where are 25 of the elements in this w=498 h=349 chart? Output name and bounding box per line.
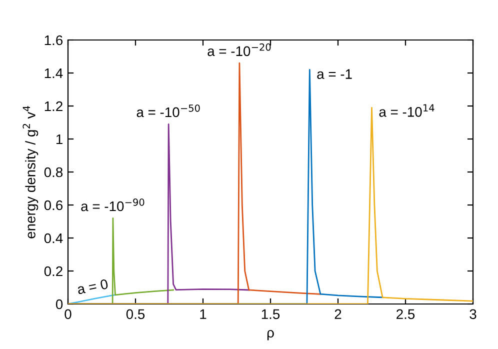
series-label: a = -10$^{14}$: [379, 104, 434, 117]
y-tick-label: 1.2: [44, 101, 62, 112]
y-tick-label: 0.8: [44, 167, 63, 178]
series-label: a = -10$^{−90}$: [81, 198, 144, 212]
x-axis-title: ρ: [267, 330, 274, 340]
x-tick-label: 3: [470, 309, 476, 320]
y-tick-label: 0.4: [44, 233, 63, 244]
y-axis-title: energy density / g$^{2}$ v$^{4}$: [22, 106, 38, 238]
x-tick-label: 0: [64, 309, 72, 320]
series-label: a = -10$^{−20}$: [208, 43, 271, 56]
y-tick-label: 0.6: [44, 200, 63, 210]
series-label: a = -1: [317, 69, 352, 79]
text: a = 0: [76, 278, 108, 294]
y-tick-label: 1.4: [44, 68, 63, 78]
line-series: [68, 294, 116, 304]
x-tick-label: 2.5: [396, 309, 415, 320]
x-tick-label: 0.5: [126, 309, 145, 320]
x-tick-label: 1: [200, 309, 206, 319]
x-tick-label: 1.5: [262, 309, 280, 320]
y-tick-label: 0: [56, 299, 63, 310]
series-label: a = -10$^{−50}$: [136, 104, 200, 118]
y-tick-label: 1: [56, 134, 62, 144]
y-tick-label: 1.6: [44, 35, 63, 46]
x-tick-label: 2: [334, 309, 342, 319]
y-tick-label: 0.2: [44, 266, 62, 276]
